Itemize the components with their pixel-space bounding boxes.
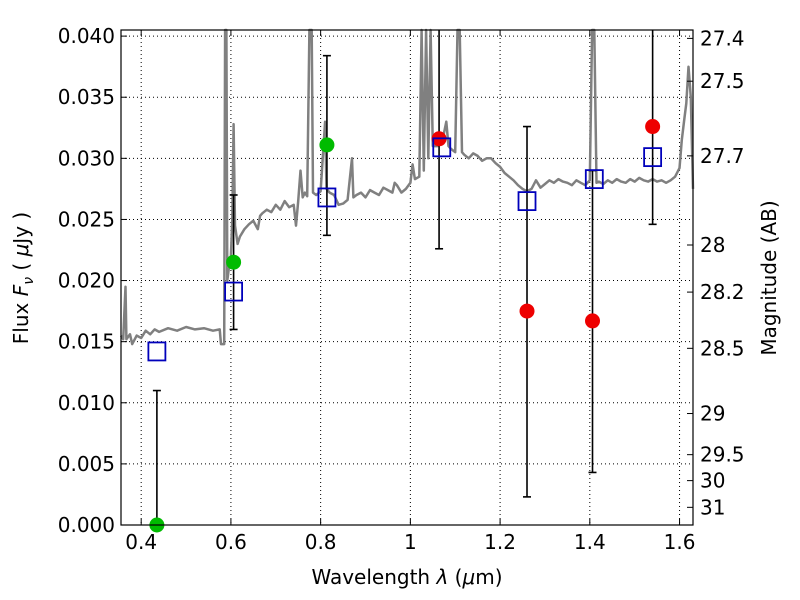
y-axis-title: Flux Fν ( μJy ) bbox=[9, 212, 37, 344]
x-tick-label: 0.6 bbox=[215, 530, 247, 554]
y2-tick-label: 30 bbox=[700, 469, 725, 493]
model-flux-box bbox=[224, 281, 244, 302]
y2-tick-label: 31 bbox=[700, 495, 725, 519]
y-tick-label: 0.040 bbox=[58, 24, 115, 48]
y-tick-label: 0.005 bbox=[58, 452, 115, 476]
x-tick-label: 0.8 bbox=[305, 530, 337, 554]
template-spectrum-line bbox=[119, 28, 695, 346]
y-tick-label: 0.020 bbox=[58, 269, 115, 293]
template-spectrum-layer bbox=[119, 28, 695, 346]
red-data-point bbox=[645, 119, 661, 135]
red-data-point bbox=[519, 303, 535, 319]
y2-tick-label: 29 bbox=[700, 402, 725, 426]
y2-tick-label: 27.5 bbox=[700, 69, 745, 93]
model-flux-box bbox=[584, 169, 604, 190]
model-flux-box bbox=[147, 341, 167, 362]
x-tick-label: 1.2 bbox=[484, 530, 516, 554]
y-tick-label: 0.015 bbox=[58, 330, 115, 354]
y2-tick-label: 28 bbox=[700, 233, 725, 257]
y-tick-label: 0.035 bbox=[58, 85, 115, 109]
red-data-point bbox=[585, 313, 601, 329]
y-tick-label: 0.030 bbox=[58, 146, 115, 170]
y-tick-label: 0.025 bbox=[58, 207, 115, 231]
photometry-points-layer bbox=[149, 119, 661, 533]
y-tick-label: 0.010 bbox=[58, 391, 115, 415]
y2-tick-label: 29.5 bbox=[700, 443, 745, 467]
y-tick-label: 0.000 bbox=[58, 513, 115, 537]
model-flux-box bbox=[517, 191, 537, 212]
model-flux-box bbox=[317, 187, 337, 208]
y2-tick-label: 27.4 bbox=[700, 26, 745, 50]
x-tick-label: 1 bbox=[404, 530, 417, 554]
x-tick-label: 0.4 bbox=[125, 530, 157, 554]
model-flux-box bbox=[643, 147, 663, 168]
y2-tick-label: 28.5 bbox=[700, 336, 745, 360]
y2-tick-label: 28.2 bbox=[700, 280, 745, 304]
x-tick-label: 1.4 bbox=[574, 530, 606, 554]
x-tick-label: 1.6 bbox=[664, 530, 696, 554]
plot-frame bbox=[120, 29, 694, 526]
y2-axis-title: Magnitude (AB) bbox=[757, 200, 781, 355]
grid-lines bbox=[121, 30, 693, 526]
model-boxes-layer bbox=[147, 137, 663, 362]
green-data-point bbox=[226, 254, 242, 270]
y2-tick-label: 27.7 bbox=[700, 144, 745, 168]
green-data-point bbox=[319, 137, 335, 153]
axis-ticks-layer: 0.4 0.6 0.8 1 1.2 1.4 1.6 0.000 0.005 0.010 0.015 0… bbox=[58, 24, 745, 554]
model-flux-box bbox=[432, 137, 452, 158]
x-axis-title: Wavelength λ (μm) bbox=[311, 565, 502, 589]
